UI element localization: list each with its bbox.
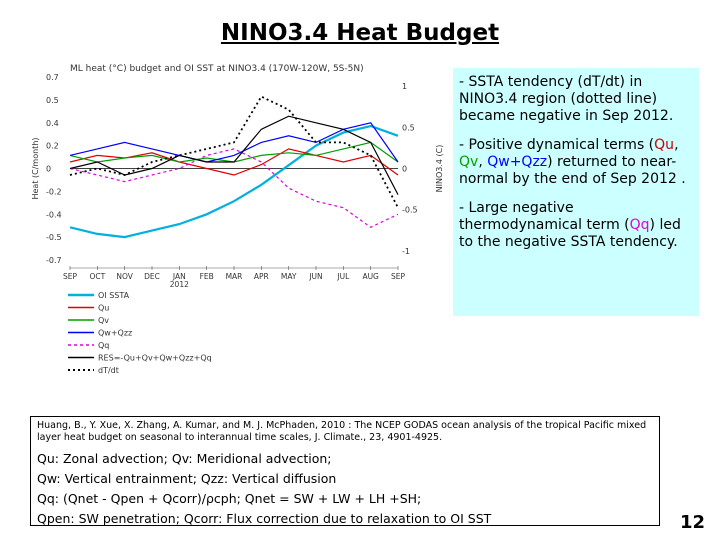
chart-title: ML heat (°C) budget and OI SST at NINO3.… (70, 64, 364, 74)
series-line (69, 148, 399, 228)
note-dyn-text-b: ) returned to near-normal by the end of … (459, 154, 686, 187)
y-tick-left-label: 0.4 (46, 119, 59, 128)
y-axis-left-label: Heat (C/month) (31, 137, 40, 199)
y-tick-left-label: -0.2 (46, 187, 62, 196)
y-tick-right-label: 0.5 (402, 123, 415, 132)
slide-title-text: NINO3.4 Heat Budget (220, 20, 500, 46)
x-tick-year-label: 2012 (170, 280, 189, 289)
series-line (69, 124, 399, 239)
y-tick-left-label: 0.5 (46, 96, 59, 105)
y-tick-left-label: 0 (46, 165, 51, 174)
x-tick-label: MAY (281, 272, 297, 281)
y-tick-right-label: 1 (402, 82, 407, 91)
x-tick-label: SEP (63, 272, 77, 281)
slide-title: NINO3.4 Heat Budget (0, 20, 720, 46)
x-tick-label: OCT (89, 272, 105, 281)
x-tick-label: DEC (144, 272, 160, 281)
x-tick-label: JUN (308, 272, 322, 281)
y-tick-left-label: 0.2 (46, 142, 59, 151)
page-number: 12 (680, 512, 706, 533)
legend-label: Qv (98, 316, 109, 325)
y-axis-right-label: NINO3.4 (C) (435, 145, 444, 193)
x-tick-label: APR (254, 272, 269, 281)
reference-box: Huang, B., Y. Xue, X. Zhang, A. Kumar, a… (30, 416, 660, 526)
legend-label: RES=-Qu+Qv+Qw+Qzz+Qq (98, 354, 212, 363)
note-ssta-tendency: - SSTA tendency (dT/dt) in NINO3.4 regio… (459, 74, 674, 124)
definition-advection: Qu: Zonal advection; Qv: Meridional adve… (37, 451, 332, 466)
y-tick-left-label: 0.7 (46, 73, 59, 82)
x-tick-label: AUG (362, 272, 379, 281)
notes-box: - SSTA tendency (dT/dt) in NINO3.4 regio… (453, 68, 699, 316)
definition-qpen: Qpen: SW penetration; Qcorr: Flux correc… (37, 511, 492, 526)
y-tick-left-label: -0.7 (46, 256, 62, 265)
y-tick-left-label: -0.4 (46, 210, 62, 219)
definition-qq: Qq: (Qnet - Qpen + Qcorr)/ρcph; Qnet = S… (37, 491, 422, 506)
series-line (69, 95, 399, 209)
note-thermo-text-a: - Large negative thermodynamical term ( (459, 200, 630, 233)
note-thermodynamical-term: - Large negative thermodynamical term (Q… (459, 200, 693, 251)
note-dyn-text-a: - Positive dynamical terms ( (459, 137, 655, 153)
x-tick-label: MAR (226, 272, 243, 281)
x-tick-label: NOV (116, 272, 133, 281)
definition-vertical: Qw: Vertical entrainment; Qzz: Vertical … (37, 471, 337, 486)
note-sep-2: , (478, 154, 488, 170)
legend-label: Qw+Qzz (98, 329, 132, 338)
y-tick-right-label: -0.5 (402, 206, 418, 215)
legend-label: dT/dt (98, 366, 119, 375)
note-qu-term: Qu (654, 137, 675, 153)
note-thermo-text-b: ) led to the negative SSTA tendency. (459, 217, 681, 250)
reference-citation: Huang, B., Y. Xue, X. Zhang, A. Kumar, a… (37, 420, 647, 443)
x-tick-label: JAN (172, 272, 186, 281)
note-dynamical-terms: - Positive dynamical terms (Qu, Qv, Qw+Q… (459, 137, 693, 188)
y-tick-left-label: -0.5 (46, 233, 62, 242)
heat-budget-chart-svg: ML heat (°C) budget and OI SST at NINO3.… (31, 64, 444, 375)
x-tick-label: FEB (200, 272, 214, 281)
y-tick-right-label: -1 (402, 247, 410, 256)
heat-budget-chart: ML heat (°C) budget and OI SST at NINO3.… (28, 55, 448, 389)
legend-label: Qq (98, 341, 109, 350)
x-tick-label: SEP (391, 272, 405, 281)
note-sep-1: , (674, 137, 679, 153)
x-tick-label: JUL (336, 272, 350, 281)
legend-label: Qu (98, 304, 109, 313)
note-qv-term: Qv (459, 154, 479, 170)
note-qq-term: Qq (629, 217, 650, 233)
y-tick-right-label: 0 (402, 165, 407, 174)
note-qw-term: Qw+Qzz (487, 154, 548, 170)
legend-label: OI SSTA (98, 291, 130, 300)
